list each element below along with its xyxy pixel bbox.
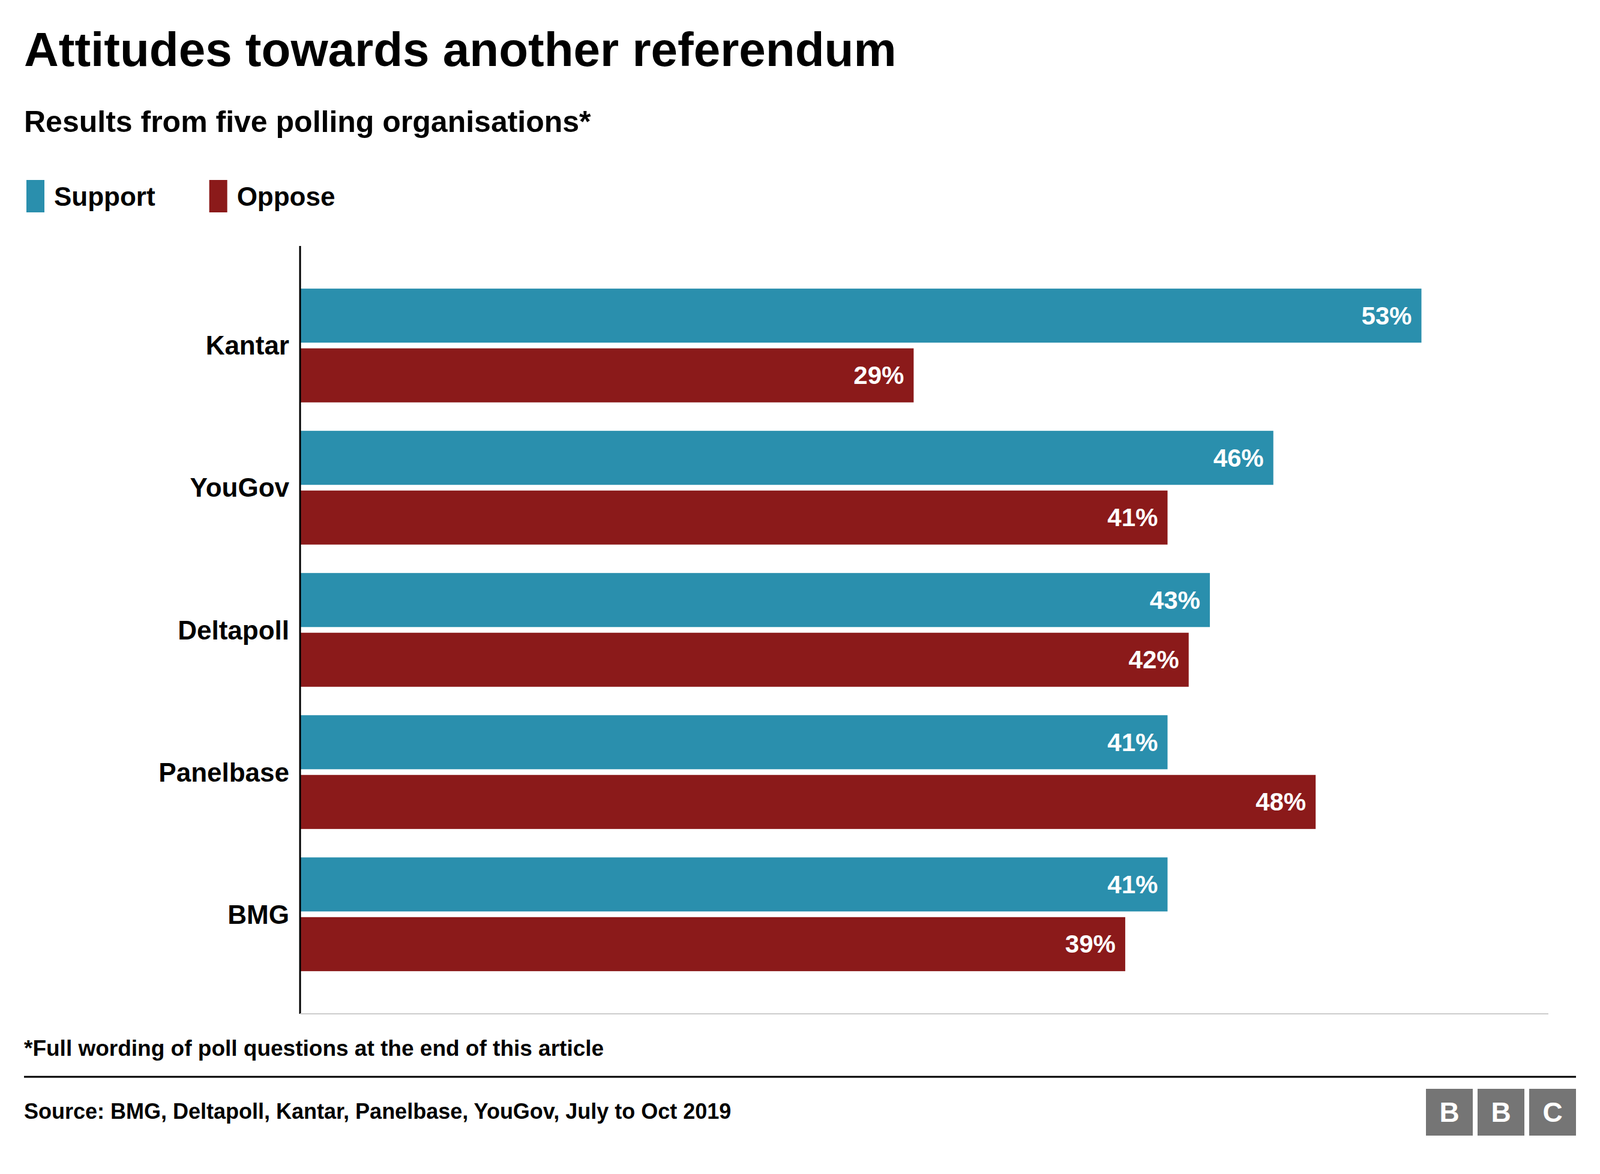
bar: [300, 633, 1189, 688]
y-tick-label: Deltapoll: [177, 615, 290, 646]
y-tick-label: Panelbase: [158, 757, 290, 788]
bar: [300, 917, 1126, 972]
data-label: 46%: [1213, 444, 1264, 473]
logo-letter: B: [1439, 1097, 1459, 1129]
source: Source: BMG, Deltapoll, Kantar, Panelbas…: [24, 1099, 731, 1125]
data-label: 43%: [1149, 586, 1201, 615]
y-tick-label: Kantar: [205, 330, 290, 361]
data-label: 48%: [1255, 787, 1306, 817]
data-label: 39%: [1065, 930, 1116, 959]
legend-label: Support: [54, 181, 156, 212]
logo-letter: B: [1490, 1097, 1511, 1129]
legend: Support Oppose: [26, 180, 335, 213]
data-label: 41%: [1107, 503, 1158, 532]
footnote: *Full wording of poll questions at the e…: [24, 1036, 604, 1062]
data-label: 41%: [1107, 870, 1158, 900]
legend-swatch: [26, 180, 45, 213]
bar: [300, 348, 914, 403]
data-label: 29%: [853, 361, 904, 390]
data-labels: 53% 29% 46% 41% 43% 42% 41% 48% 41% 39%: [853, 301, 1412, 960]
logo-letter: C: [1542, 1097, 1563, 1129]
title: Attitudes towards another referendum: [24, 22, 897, 77]
subtitle: Results from five polling organisations*: [24, 105, 592, 139]
bar: [300, 490, 1168, 545]
bars: [300, 288, 1422, 972]
y-axis-line: [299, 246, 302, 1015]
bar: [300, 430, 1274, 485]
data-label: 41%: [1107, 728, 1158, 757]
bar: [300, 715, 1168, 770]
bar: [300, 288, 1422, 343]
legend-swatch: [209, 180, 228, 213]
logo-block: [1425, 1089, 1473, 1137]
y-tick-label: BMG: [227, 900, 290, 930]
separator: [24, 1076, 1576, 1079]
bar: [300, 857, 1168, 912]
bar: [300, 775, 1316, 830]
logo: BBC: [1425, 1089, 1576, 1137]
chart: Attitudes towards another referendum Resu…: [0, 0, 1600, 1174]
legend-label: Oppose: [237, 181, 336, 212]
logo-block: [1477, 1089, 1525, 1137]
logo-block: [1529, 1089, 1576, 1137]
data-label: 53%: [1361, 301, 1412, 331]
y-tick-label: YouGov: [190, 472, 290, 503]
bar: [300, 573, 1210, 628]
background: [0, 0, 1600, 1174]
x-axis-line: [300, 1013, 1549, 1015]
data-label: 42%: [1128, 645, 1180, 674]
